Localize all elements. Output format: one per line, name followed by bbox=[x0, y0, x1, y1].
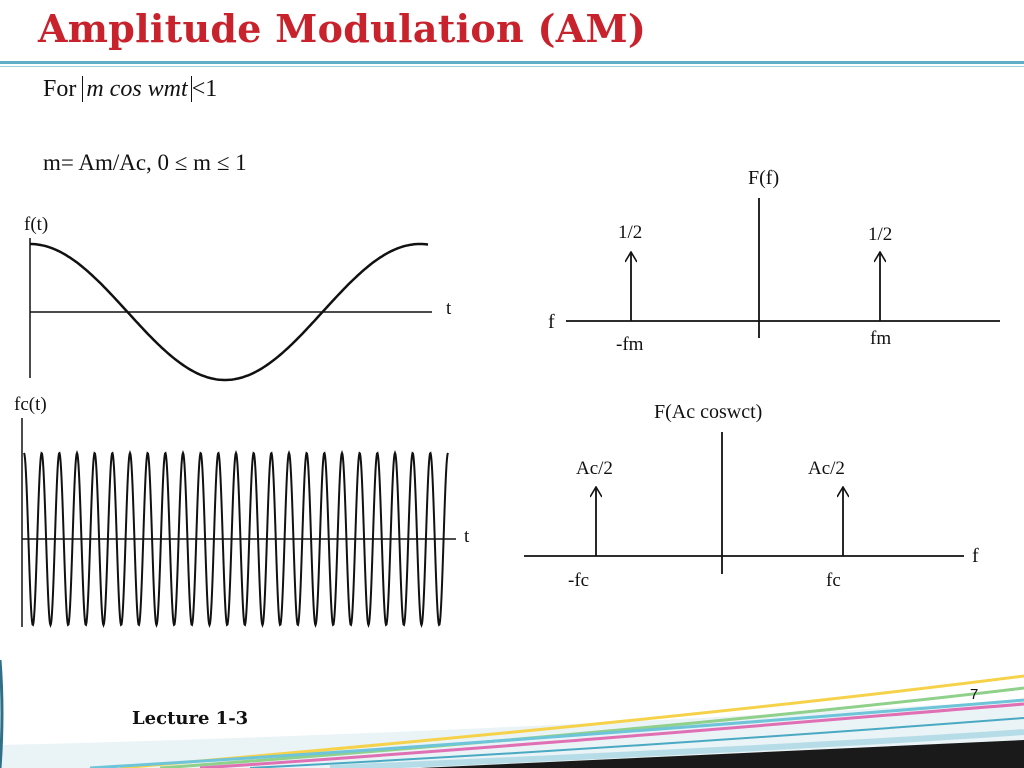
carrier-spectrum: F(Ac coswct) f Ac/2 Ac/2 -fc fc bbox=[524, 401, 979, 591]
carrier-xlabel: t bbox=[464, 526, 470, 547]
message-waveform bbox=[30, 242, 429, 382]
condition-suffix: <1 bbox=[191, 76, 218, 102]
slide-title: Amplitude Modulation (AM) bbox=[38, 6, 647, 51]
carrier-left-frequency: -fc bbox=[568, 570, 589, 591]
carrier-waveform bbox=[23, 450, 449, 628]
message-spectrum-title: F(f) bbox=[748, 167, 779, 189]
message-left-frequency: -fm bbox=[616, 334, 644, 355]
carrier-ylabel: fc(t) bbox=[14, 394, 47, 415]
carrier-left-amplitude: Ac/2 bbox=[576, 458, 613, 479]
carrier-spectrum-axis-label: f bbox=[972, 545, 979, 567]
condition-text: For m cos wmt <1 bbox=[43, 76, 217, 103]
message-ylabel: f(t) bbox=[24, 214, 48, 235]
condition-expression: m cos wmt bbox=[82, 76, 192, 102]
condition-prefix: For bbox=[43, 76, 77, 102]
message-spectrum: F(f) f 1/2 1/2 -fm fm bbox=[548, 167, 1000, 355]
message-right-frequency: fm bbox=[870, 328, 891, 349]
message-right-amplitude: 1/2 bbox=[868, 224, 892, 245]
message-spectrum-axis-label: f bbox=[548, 311, 555, 333]
carrier-spectrum-title: F(Ac coswct) bbox=[654, 401, 762, 423]
carrier-right-amplitude: Ac/2 bbox=[808, 458, 845, 479]
title-rule bbox=[0, 61, 1024, 64]
modulation-index-definition: m= Am/Ac, 0 ≤ m ≤ 1 bbox=[43, 150, 247, 175]
carrier-right-frequency: fc bbox=[826, 570, 841, 591]
message-xlabel: t bbox=[446, 298, 452, 319]
message-time-plot: f(t) t bbox=[24, 214, 452, 382]
carrier-time-plot: fc(t) t bbox=[14, 394, 470, 628]
message-left-amplitude: 1/2 bbox=[618, 222, 642, 243]
title-rule-thin bbox=[0, 66, 1024, 67]
page-number: 7 bbox=[970, 686, 979, 703]
footer-lecture: Lecture 1-3 bbox=[132, 708, 249, 729]
